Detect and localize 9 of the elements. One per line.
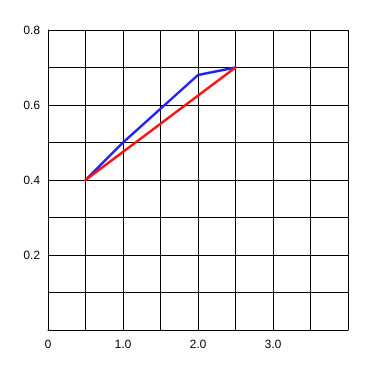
x-tick-label: 3.0 bbox=[264, 337, 282, 351]
y-tick-label: 0.6 bbox=[23, 98, 40, 112]
x-tick-label: 0 bbox=[44, 337, 52, 351]
y-tick-label: 0.8 bbox=[23, 23, 40, 37]
line-series bbox=[84, 66, 237, 182]
x-tick-label: 1.0 bbox=[114, 337, 132, 351]
y-tick-label: 0.4 bbox=[23, 173, 40, 187]
y-tick-label: 0.2 bbox=[23, 248, 40, 262]
x-tick-label: 2.0 bbox=[190, 337, 207, 351]
